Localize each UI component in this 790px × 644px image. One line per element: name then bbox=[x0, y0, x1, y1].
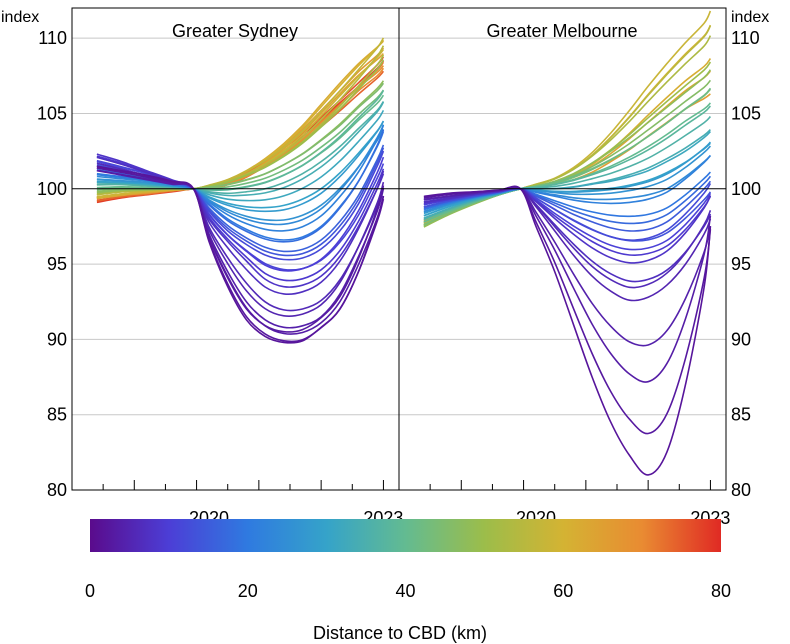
suburb-line bbox=[96, 128, 385, 222]
y-tick-label-right: 80 bbox=[731, 480, 751, 500]
y-tick-label-left: 80 bbox=[47, 480, 67, 500]
suburb-line bbox=[96, 156, 385, 295]
suburb-line bbox=[423, 185, 712, 476]
suburb-line bbox=[96, 165, 385, 344]
colorbar-tick-label: 20 bbox=[238, 581, 258, 601]
y-tick-label-right: 90 bbox=[731, 329, 751, 349]
y-tick-label-right: 95 bbox=[731, 254, 751, 274]
colorbar-tick-label: 0 bbox=[85, 581, 95, 601]
y-tick-label-right: 100 bbox=[731, 179, 761, 199]
colorbar-gradient bbox=[90, 519, 721, 552]
melbourne-lines bbox=[423, 10, 712, 476]
panel-title-melbourne: Greater Melbourne bbox=[486, 21, 637, 41]
colorbar-ticks: 0 20 40 60 80 bbox=[85, 581, 731, 601]
left-axis-unit: index bbox=[1, 9, 39, 26]
suburb-line bbox=[96, 120, 385, 209]
y-tick-label-right: 85 bbox=[731, 405, 751, 425]
plot-frame bbox=[71, 7, 727, 491]
suburb-line bbox=[423, 187, 712, 283]
suburb-line bbox=[423, 115, 711, 220]
y-tick-label-left: 95 bbox=[47, 254, 67, 274]
panel-title-sydney: Greater Sydney bbox=[172, 21, 298, 41]
sydney-lines bbox=[96, 37, 385, 344]
y-tick-label-left: 100 bbox=[37, 179, 67, 199]
colorbar-tick-label: 60 bbox=[553, 581, 573, 601]
right-axis-unit: index bbox=[731, 9, 769, 26]
y-tick-label-left: 90 bbox=[47, 329, 67, 349]
y-tick-label-left: 105 bbox=[37, 103, 67, 123]
colorbar-tick-label: 80 bbox=[711, 581, 731, 601]
suburb-line bbox=[96, 120, 385, 213]
suburb-line bbox=[423, 185, 712, 435]
y-tick-label-left: 110 bbox=[38, 28, 67, 48]
y-tick-label-left: 85 bbox=[47, 405, 67, 425]
suburb-line bbox=[96, 153, 385, 288]
colorbar: 0 20 40 60 80 Distance to CBD (km) bbox=[85, 519, 731, 643]
y-tick-label-right: 110 bbox=[731, 28, 760, 48]
colorbar-tick-label: 40 bbox=[395, 581, 415, 601]
y-tick-label-right: 105 bbox=[731, 103, 761, 123]
colorbar-label: Distance to CBD (km) bbox=[313, 623, 487, 643]
